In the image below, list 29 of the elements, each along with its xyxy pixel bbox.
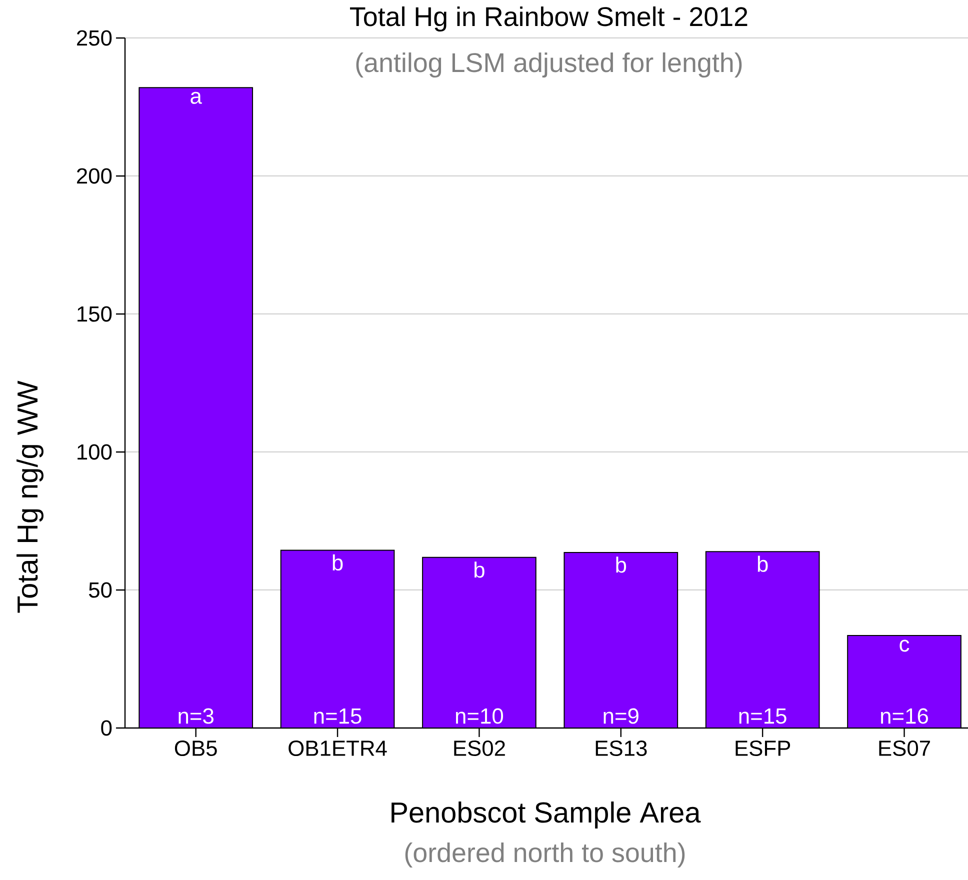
y-tick-label: 50 <box>88 582 112 598</box>
x-tick-label: ES07 <box>879 740 930 756</box>
annotation: b <box>474 562 484 578</box>
annotation: n=9 <box>604 708 638 724</box>
y-axis-title: Total Hg ng/g WW <box>16 380 44 613</box>
x-tick-label: OB5 <box>174 740 217 756</box>
x-tick-label: ESFP <box>736 740 790 756</box>
text: (ordered north to south) <box>405 842 685 868</box>
annotation: n=15 <box>314 708 362 724</box>
annotation: n=10 <box>456 708 504 724</box>
y-tick-label: 250 <box>77 30 112 46</box>
annotation: n=15 <box>739 708 786 724</box>
text: (antilog LSM adjusted for length) <box>356 52 742 78</box>
x-tick-label: ES02 <box>454 740 505 756</box>
annotation: n=3 <box>178 708 214 724</box>
y-tick-label: 0 <box>101 720 112 736</box>
annotation: a <box>190 92 202 104</box>
y-tick-label: 100 <box>78 444 112 460</box>
annotation: b <box>616 556 626 573</box>
annotation: b <box>758 556 768 572</box>
chart-title: Total Hg in Rainbow Smelt - 2012 <box>350 6 748 32</box>
annotation: b <box>332 554 343 571</box>
y-tick-label: 150 <box>78 306 112 322</box>
y-tick-label: 200 <box>77 168 112 184</box>
annotation: n=16 <box>881 708 928 724</box>
x-tick-label: OB1ETR4 <box>288 740 387 756</box>
x-axis-title: Penobscot Sample Area <box>392 802 701 828</box>
annotation: c <box>900 640 910 652</box>
x-tick-label: ES13 <box>596 740 647 756</box>
